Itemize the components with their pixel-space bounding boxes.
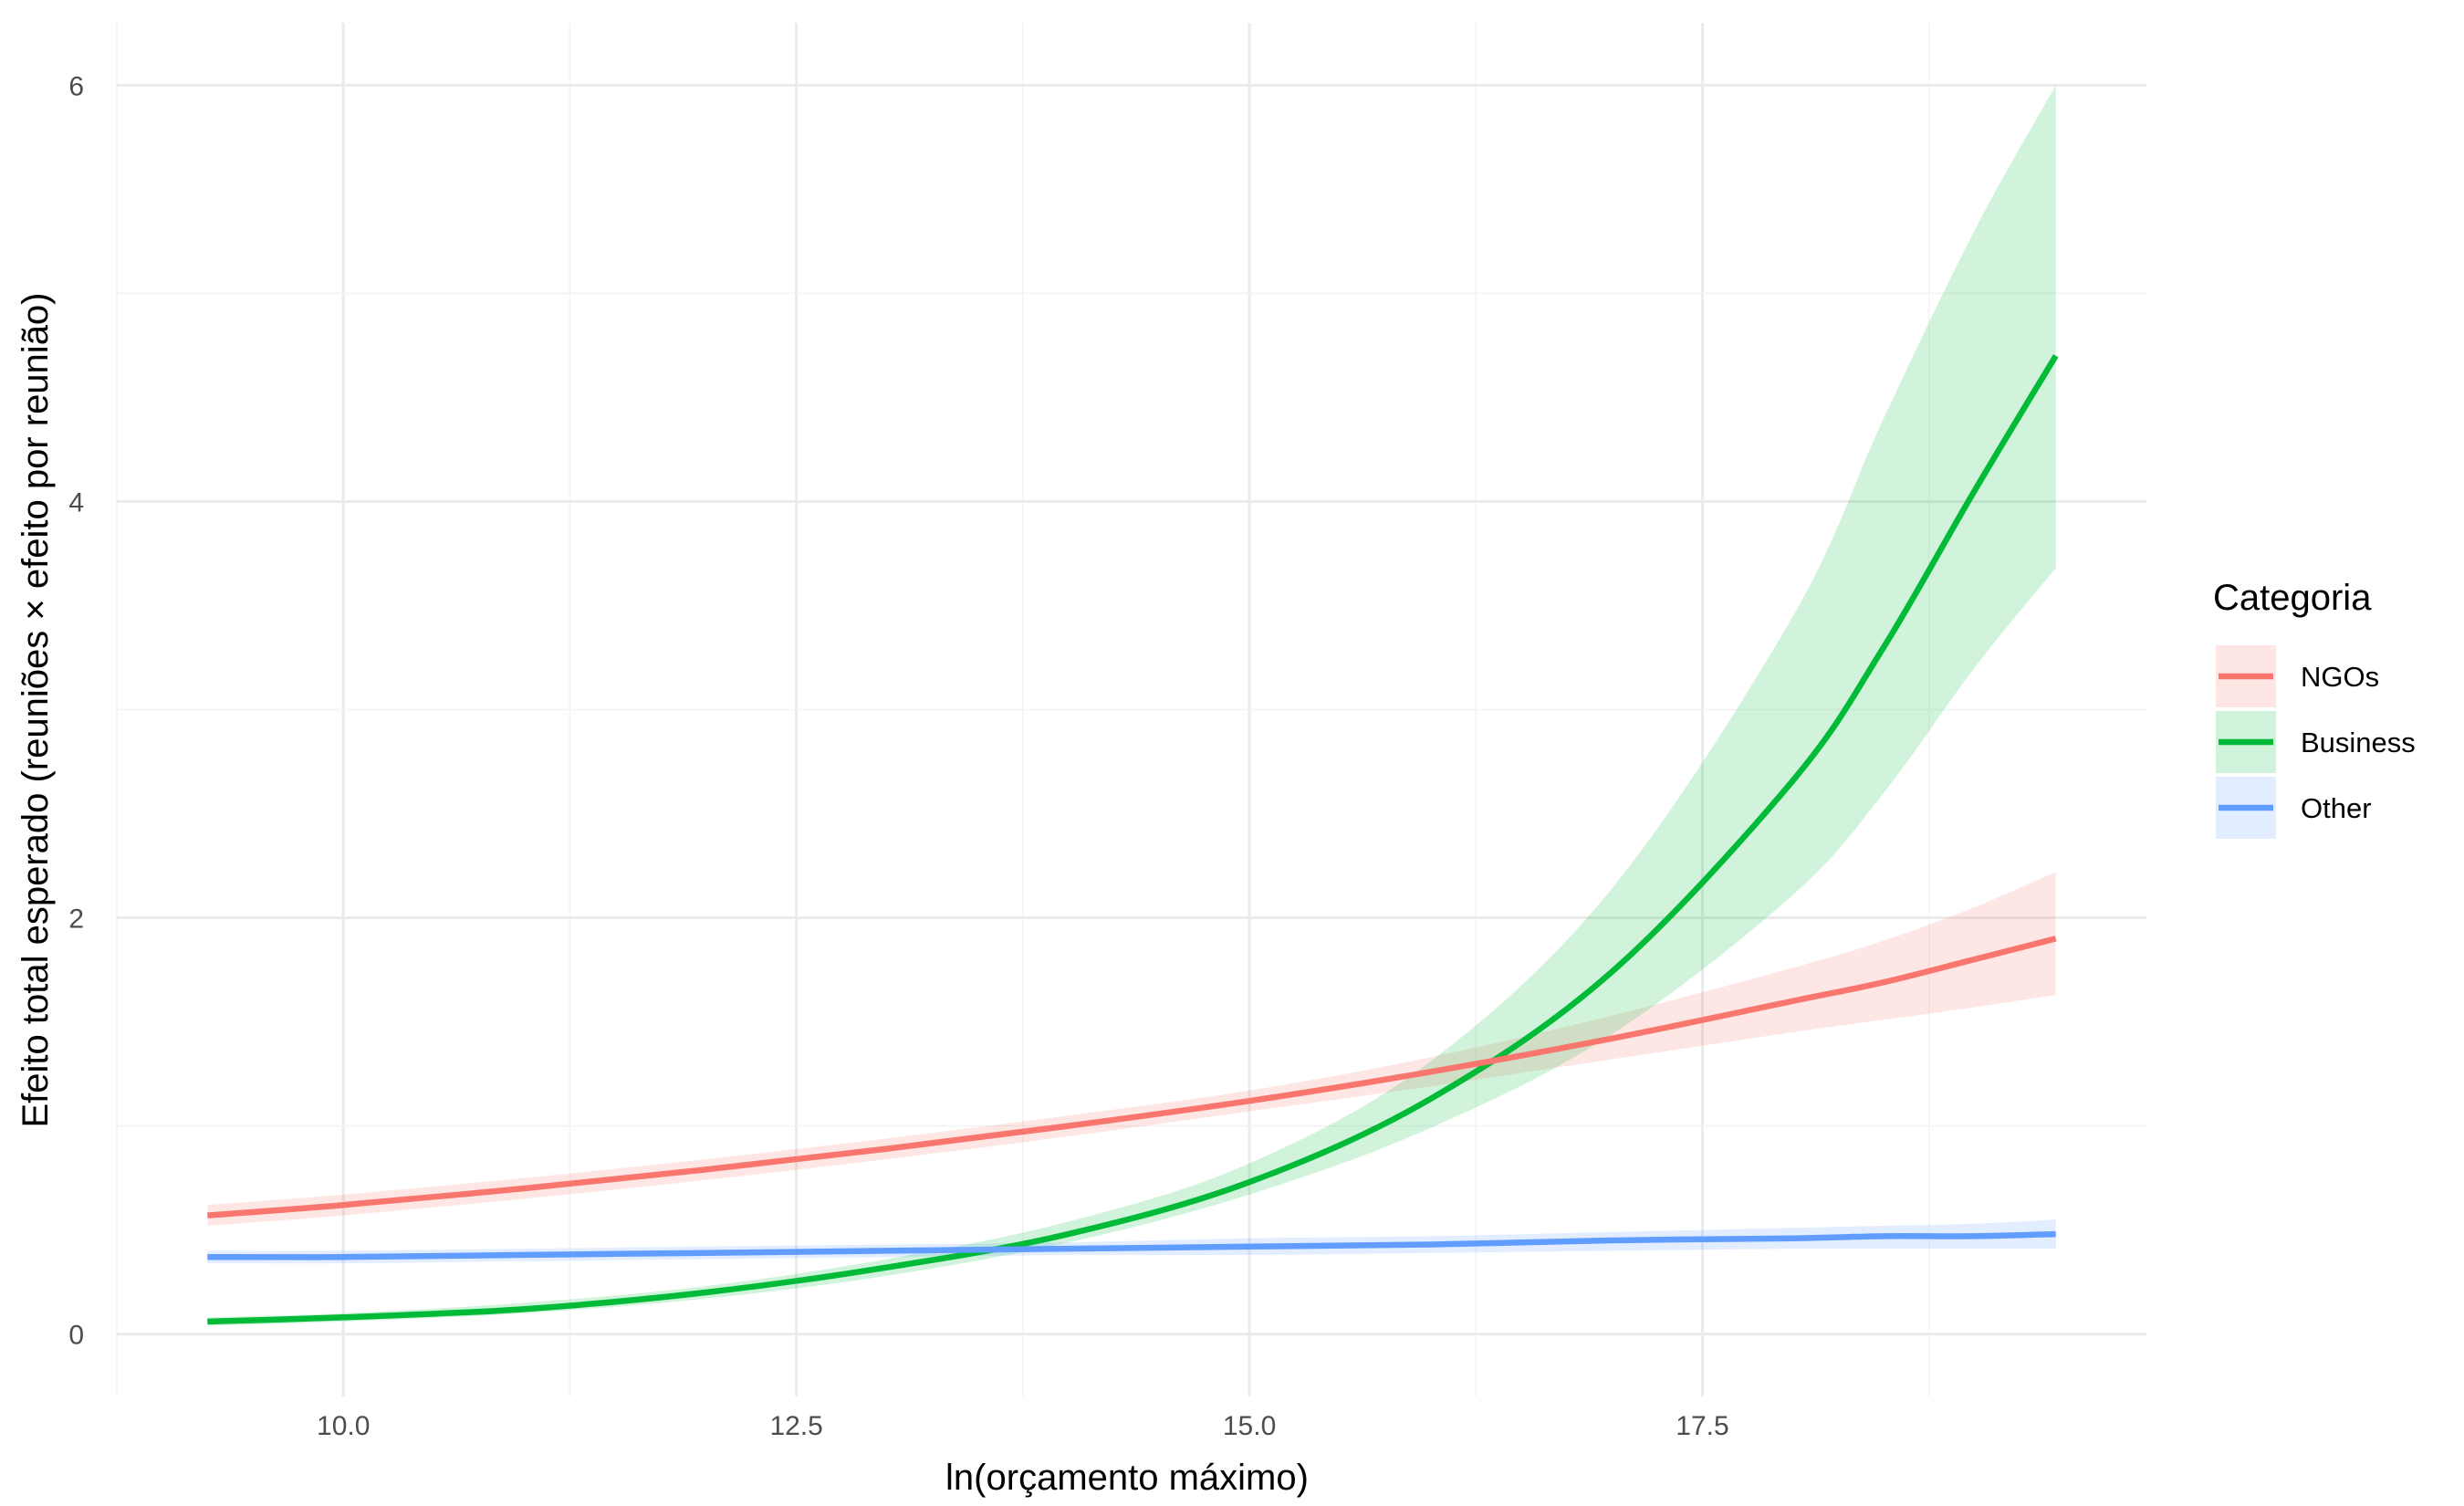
business-line (207, 354, 2059, 1325)
y-tick-label: 0 (68, 1321, 84, 1351)
legend-items: NGOs Business Other (2216, 645, 2416, 839)
y-axis-ticks: 0 2 4 6 (68, 71, 84, 1350)
x-tick-label: 10.0 (317, 1411, 370, 1441)
x-axis-ticks: 10.0 12.5 15.0 17.5 (317, 1411, 1729, 1441)
y-tick-label: 6 (68, 71, 84, 101)
legend-item-business: Business (2216, 711, 2416, 773)
legend-label: NGOs (2301, 661, 2379, 693)
y-axis-title: Efeito total esperado (reuniões × efeito… (16, 292, 56, 1127)
legend-label: Business (2301, 727, 2416, 758)
legend-item-ngos: NGOs (2216, 645, 2379, 707)
y-tick-label: 2 (68, 905, 84, 935)
x-tick-label: 15.0 (1223, 1411, 1276, 1441)
confidence-bands (207, 85, 2056, 1326)
legend-label: Other (2301, 792, 2372, 824)
series-lines (207, 354, 2059, 1325)
legend-title: Categoria (2213, 578, 2372, 618)
business-confidence-band (207, 85, 2056, 1326)
ngos-confidence-band (207, 872, 2056, 1226)
legend-item-other: Other (2216, 777, 2372, 839)
y-tick-label: 4 (68, 487, 84, 518)
x-tick-label: 17.5 (1676, 1411, 1728, 1441)
x-axis-title: ln(orçamento máximo) (945, 1458, 1309, 1498)
grid (116, 23, 2146, 1396)
x-tick-label: 12.5 (769, 1411, 822, 1441)
legend: Categoria NGOs Business Other (2213, 578, 2416, 839)
ngos-line (207, 936, 2057, 1218)
other-line (207, 1230, 2056, 1260)
